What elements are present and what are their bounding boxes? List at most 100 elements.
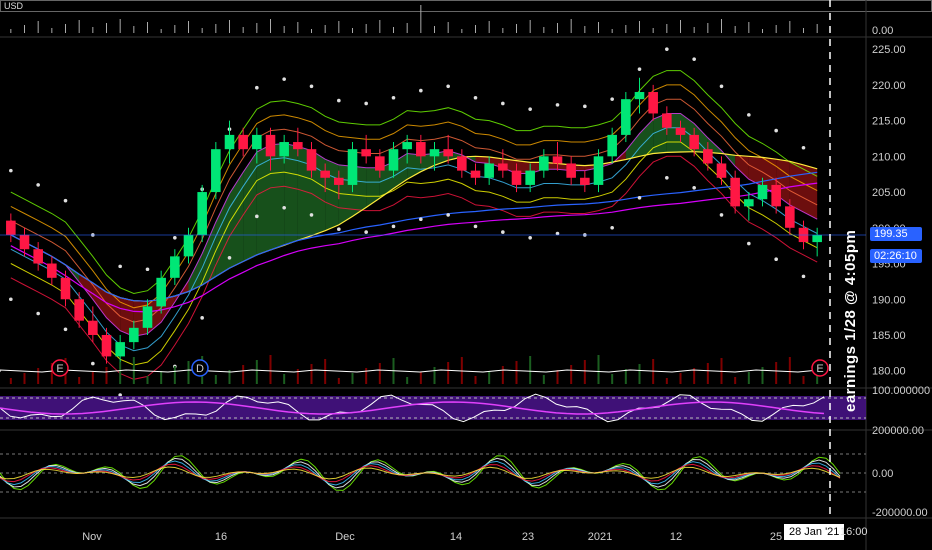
candle-body	[306, 149, 317, 171]
candle-body	[402, 142, 412, 150]
envelope-dot	[227, 256, 232, 260]
volume-histogram-bar	[515, 361, 518, 384]
band-fill-down	[475, 156, 490, 164]
volume-histogram-bar	[50, 363, 53, 384]
band-fill-up	[379, 162, 394, 199]
envelope-dot	[774, 128, 778, 133]
envelope-dot	[364, 101, 368, 106]
envelope-dot	[63, 198, 68, 203]
volume-histogram-bar	[693, 368, 696, 384]
time-tick-label: 23	[522, 531, 534, 543]
envelope-dot	[501, 101, 505, 106]
envelope-line	[10, 70, 818, 295]
volume-histogram-bar	[624, 369, 627, 384]
volume-histogram-bar	[706, 363, 709, 384]
dividend-marker	[191, 359, 209, 377]
band-fill-down	[748, 156, 763, 187]
momentum-tick-label: 200000.00	[872, 425, 924, 437]
dividend-marker-label: D	[196, 363, 204, 375]
candle-body	[675, 127, 686, 135]
envelope-dot	[337, 227, 341, 232]
candle-body	[648, 92, 658, 114]
momentum-tick-label: -200000.00	[872, 507, 928, 519]
volume-histogram-bar	[105, 367, 108, 384]
volume-histogram-bar	[23, 373, 26, 384]
band-fill-up	[284, 143, 298, 246]
candle-body	[470, 170, 481, 178]
volume-histogram-bar	[679, 373, 682, 384]
candle-body	[293, 142, 303, 150]
candle-body	[689, 134, 699, 150]
envelope-dot	[692, 185, 696, 190]
envelope-dot	[555, 103, 560, 107]
time-tick-label: 2021	[588, 531, 612, 543]
candle-body	[60, 277, 71, 300]
envelope-dot	[173, 235, 177, 240]
candle-body	[771, 184, 781, 207]
price-tick-label: 185.00	[872, 330, 906, 342]
envelope-dot	[309, 84, 314, 89]
candle-body	[812, 234, 822, 243]
envelope-dot	[282, 77, 286, 81]
volume-histogram-bar	[187, 361, 190, 384]
volume-histogram-bar	[447, 362, 450, 384]
time-tick-label: 12	[670, 531, 682, 543]
candle-body	[662, 113, 672, 128]
band-fill-down	[120, 297, 134, 337]
envelope-dot	[665, 175, 669, 180]
envelope-dot	[528, 107, 532, 111]
candle-body	[457, 156, 467, 171]
price-tick-label: 180.00	[872, 366, 906, 378]
volume-tick-label: 0.00	[872, 25, 893, 37]
candle-body	[484, 163, 494, 178]
band-fill-up	[625, 133, 640, 160]
candle-body	[757, 184, 768, 200]
volume-histogram-bar	[529, 356, 532, 384]
volume-histogram-bar	[611, 374, 614, 384]
crosshair-time-label: 16:00	[840, 526, 868, 538]
volume-histogram-bar	[269, 355, 272, 384]
band-fill-down	[803, 164, 818, 220]
volume-histogram-bar	[433, 367, 436, 384]
envelope-dot	[747, 113, 751, 117]
candle-body	[265, 134, 276, 157]
band-fill-up	[325, 159, 339, 231]
volume-histogram-bar	[146, 376, 149, 384]
candle-body	[224, 134, 235, 150]
time-tick-label: 14	[450, 531, 462, 543]
crosshair-date-label: 28 Jan '21	[784, 524, 845, 540]
envelope-dot	[473, 95, 478, 100]
price-tick-label: 225.00	[872, 44, 906, 56]
volume-histogram-bar	[474, 376, 477, 384]
candle-body	[238, 134, 248, 150]
candle-body	[498, 163, 508, 171]
volume-histogram-bar	[119, 362, 122, 384]
candle-body	[211, 149, 221, 193]
envelope-dot	[555, 231, 560, 236]
envelope-dot	[364, 230, 368, 234]
band-fill-up	[256, 144, 271, 255]
candle-body	[320, 170, 330, 178]
volume-histogram-bar	[597, 355, 600, 384]
envelope-line	[10, 84, 818, 309]
price-tick-label: 220.00	[872, 80, 906, 92]
candle-body	[621, 99, 631, 135]
envelope-dot	[118, 393, 122, 397]
band-fill-up	[639, 119, 654, 157]
volume-histogram-bar	[296, 369, 299, 384]
price-tick-label: 215.00	[872, 116, 906, 128]
envelope-dot	[473, 224, 478, 229]
envelope-dot	[91, 361, 95, 366]
volume-histogram-bar	[583, 360, 586, 384]
volume-histogram-bar	[570, 365, 573, 384]
band-fill-up	[420, 153, 435, 172]
volume-histogram-bar	[556, 370, 559, 384]
price-tick-label: 210.00	[872, 151, 906, 163]
envelope-dot	[200, 316, 204, 320]
volume-histogram-bar	[228, 370, 231, 384]
candle-body	[129, 327, 139, 343]
envelope-dot	[774, 257, 778, 262]
envelope-dot	[145, 267, 150, 272]
band-fill-down	[79, 274, 93, 300]
